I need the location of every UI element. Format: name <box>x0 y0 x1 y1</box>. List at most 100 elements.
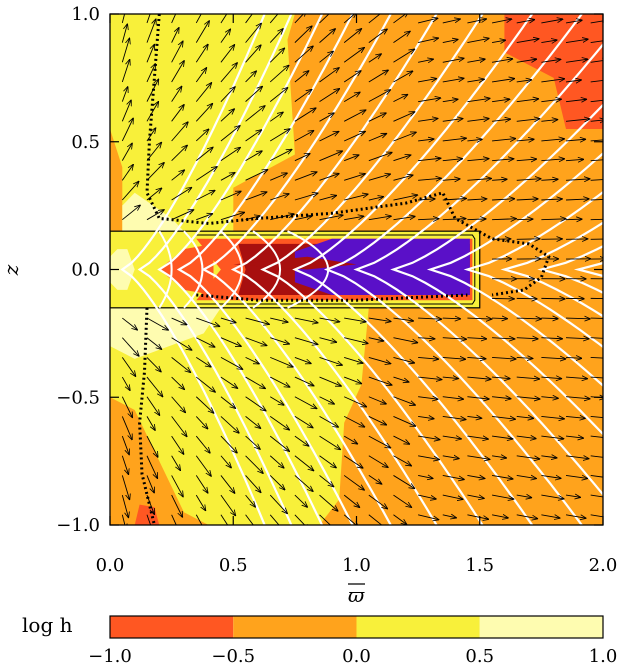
velocity-vector <box>566 219 582 220</box>
velocity-vector <box>171 61 185 83</box>
velocity-vector <box>245 45 261 63</box>
velocity-vector <box>368 29 387 43</box>
velocity-vector <box>294 494 308 507</box>
velocity-vector <box>294 396 317 409</box>
velocity-vector <box>467 38 489 44</box>
velocity-vector <box>220 173 235 181</box>
colorbar-swatch <box>233 616 357 638</box>
velocity-vector <box>171 170 185 181</box>
velocity-vector <box>146 210 164 221</box>
velocity-vector <box>121 455 128 475</box>
velocity-vector <box>343 92 360 103</box>
velocity-vector <box>492 179 507 180</box>
velocity-vector <box>541 318 558 319</box>
velocity-vector <box>467 416 481 418</box>
y-tick-label: −1.0 <box>56 515 100 536</box>
velocity-vector <box>418 494 436 499</box>
velocity-vector <box>121 376 130 390</box>
region-pale-bottom <box>110 307 221 359</box>
velocity-vector <box>541 416 564 418</box>
field-loop <box>158 230 173 309</box>
velocity-vector <box>565 80 581 82</box>
velocity-vector <box>146 64 155 83</box>
velocity-vector <box>245 151 262 162</box>
velocity-vector <box>269 14 279 24</box>
velocity-vector <box>393 14 408 24</box>
velocity-vector <box>270 317 288 322</box>
velocity-vector <box>492 397 511 399</box>
velocity-vector <box>516 159 537 161</box>
velocity-vector <box>516 377 540 379</box>
velocity-vector <box>294 14 306 24</box>
velocity-vector <box>418 118 438 121</box>
velocity-vector <box>245 216 260 221</box>
velocity-vector <box>195 416 207 428</box>
plot-area <box>110 14 603 525</box>
velocity-vector <box>195 83 211 102</box>
velocity-vector <box>294 376 314 386</box>
velocity-vector <box>467 514 488 519</box>
velocity-vector <box>121 165 133 181</box>
velocity-vector <box>541 40 557 43</box>
velocity-vector <box>245 106 265 122</box>
velocity-vector <box>442 318 461 319</box>
velocity-vector <box>516 59 537 62</box>
velocity-vector <box>516 436 536 438</box>
velocity-vector <box>270 173 287 181</box>
velocity-vector <box>418 38 438 44</box>
velocity-vector <box>442 199 467 201</box>
velocity-vector <box>196 214 212 221</box>
field-line <box>426 151 603 388</box>
velocity-vector <box>492 139 516 141</box>
velocity-vector <box>442 179 460 180</box>
y-axis-title: z <box>0 264 23 276</box>
velocity-vector <box>368 90 391 103</box>
velocity-vector <box>121 357 135 376</box>
velocity-vector <box>294 416 313 427</box>
velocity-vector <box>171 122 188 142</box>
velocity-vector <box>146 142 161 161</box>
velocity-vectors <box>121 14 603 525</box>
velocity-vector <box>467 139 482 141</box>
velocity-vector <box>195 14 202 24</box>
contour-bottom <box>138 307 156 525</box>
velocity-vector <box>121 181 138 201</box>
velocity-vector <box>343 29 361 43</box>
velocity-vector <box>442 416 466 419</box>
velocity-vector <box>245 356 260 363</box>
velocity-vector <box>418 455 439 460</box>
velocity-vector <box>368 338 384 341</box>
velocity-vector <box>220 337 241 347</box>
field-line <box>260 14 484 525</box>
velocity-vector <box>565 99 587 101</box>
velocity-vector <box>146 455 157 479</box>
velocity-vector <box>442 39 458 42</box>
velocity-vector <box>146 317 168 330</box>
field-line <box>201 14 392 525</box>
velocity-vector <box>541 494 563 499</box>
velocity-vector <box>220 148 240 162</box>
velocity-vector <box>245 396 266 411</box>
velocity-vector <box>565 159 584 160</box>
field-line <box>463 190 603 349</box>
velocity-vector <box>492 79 514 83</box>
velocity-vector <box>245 514 254 525</box>
velocity-vector <box>541 515 559 518</box>
velocity-vector <box>195 435 210 453</box>
velocity-vector <box>442 397 464 399</box>
velocity-vector <box>467 455 489 460</box>
velocity-vector <box>418 357 438 359</box>
velocity-vector <box>146 396 160 416</box>
velocity-vector <box>442 515 456 518</box>
velocity-vector <box>195 514 203 525</box>
velocity-vector <box>146 188 162 201</box>
velocity-vector <box>220 435 237 453</box>
field-loop <box>183 230 204 309</box>
velocity-vector <box>319 475 334 486</box>
velocity-vector <box>393 132 416 142</box>
velocity-vector <box>368 14 381 24</box>
velocity-vector <box>294 435 309 446</box>
velocity-vector <box>270 194 289 201</box>
velocity-vector <box>344 194 368 201</box>
velocity-vector <box>418 219 439 220</box>
